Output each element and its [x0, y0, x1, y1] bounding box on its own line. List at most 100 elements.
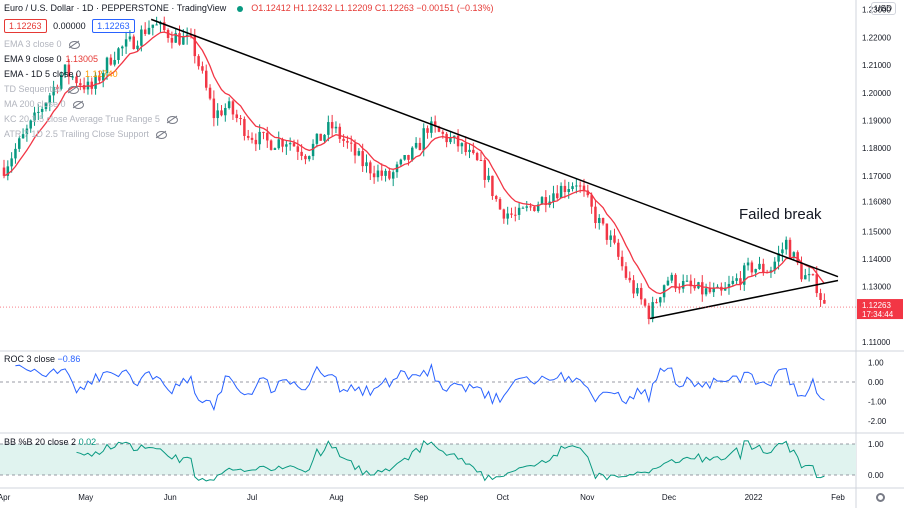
indicator-row[interactable]: EMA - 1D 5 close 0 1.12740: [4, 68, 122, 80]
candle-body: [636, 287, 639, 294]
x-tick-label: Oct: [497, 493, 510, 502]
candle-body: [792, 252, 796, 258]
bb-value: 0.02: [78, 437, 97, 447]
candle-body: [620, 256, 624, 267]
roc-value: −0.86: [57, 354, 81, 364]
candle-body: [414, 142, 418, 148]
candle-body: [258, 131, 261, 145]
buy-price-box[interactable]: 1.12263: [92, 19, 135, 33]
y-tick-label: 1.17000: [862, 172, 891, 181]
candle-body: [296, 146, 300, 152]
candle-body: [67, 64, 71, 77]
candle-body: [777, 253, 780, 262]
candle-body: [372, 173, 376, 178]
hidden-eye-icon[interactable]: [72, 100, 84, 109]
trendline: [150, 18, 839, 278]
roc-label[interactable]: ROC 3 close: [4, 354, 56, 364]
indicator-label: TD Sequential: [4, 84, 62, 94]
hidden-eye-icon[interactable]: [68, 40, 80, 49]
candle-body: [391, 172, 395, 179]
indicator-row[interactable]: TD Sequential: [4, 83, 83, 95]
candle-body: [475, 153, 479, 161]
candle-body: [800, 262, 803, 280]
candle-body: [601, 217, 605, 224]
price-boxes: 1.12263 0.00000 1.12263: [4, 19, 135, 33]
candle-body: [2, 167, 6, 176]
candle-body: [311, 143, 315, 157]
ema-line: [3, 31, 825, 295]
candle-body: [521, 207, 525, 209]
candle-body: [18, 138, 21, 149]
candle-body: [670, 274, 673, 281]
candle-body: [731, 280, 735, 284]
settings-gear-icon[interactable]: [876, 493, 885, 502]
candle-body: [288, 143, 292, 145]
candle-body: [140, 29, 143, 46]
x-tick-label: Jul: [247, 493, 257, 502]
candle-body: [235, 114, 238, 119]
y-tick-label: 1.13000: [862, 283, 891, 292]
candle-body: [609, 235, 612, 240]
indicator-label: EMA - 1D 5 close 0: [4, 69, 82, 79]
roc-tick-label: -2.00: [868, 417, 887, 426]
candle-body: [349, 142, 353, 144]
indicator-row[interactable]: EMA 3 close 0: [4, 38, 84, 50]
candle-body: [52, 86, 55, 96]
x-tick-label: Apr: [0, 493, 11, 502]
candle-body: [567, 189, 570, 193]
bb-line: [76, 439, 825, 482]
indicator-row[interactable]: KC 20 1.5 close Average True Range 5: [4, 113, 182, 125]
candle-body: [193, 34, 197, 57]
bb-label[interactable]: BB %B 20 close 2: [4, 437, 77, 447]
currency-selector[interactable]: USD: [871, 2, 896, 15]
candle-body: [536, 204, 540, 212]
candle-body: [468, 149, 471, 153]
candle-body: [250, 137, 254, 140]
candle-body: [639, 287, 643, 300]
candle-body: [796, 252, 799, 263]
hidden-eye-icon[interactable]: [68, 85, 80, 94]
candle-body: [460, 143, 464, 147]
hidden-eye-icon[interactable]: [166, 115, 178, 124]
candle-body: [708, 288, 712, 293]
candle-body: [292, 143, 296, 147]
sell-price-box[interactable]: 1.12263: [4, 19, 47, 33]
x-tick-label: Nov: [580, 493, 594, 502]
candle-body: [388, 170, 391, 179]
bb-band-fill: [0, 444, 856, 475]
candle-body: [784, 239, 788, 250]
candle-body: [277, 139, 280, 149]
candle-body: [98, 75, 101, 81]
candle-body: [632, 280, 635, 294]
hidden-eye-icon[interactable]: [155, 130, 167, 139]
candle-body: [346, 140, 349, 143]
candle-body: [315, 133, 319, 144]
indicator-row[interactable]: EMA 9 close 0 1.13005: [4, 53, 102, 65]
candle-body: [754, 269, 757, 273]
candle-body: [365, 162, 368, 167]
candle-body: [571, 186, 574, 190]
candle-body: [155, 24, 158, 26]
candle-body: [109, 57, 113, 65]
candle-body: [544, 197, 548, 205]
candle-body: [117, 48, 120, 60]
candle-body: [266, 132, 269, 141]
symbol-title[interactable]: Euro / U.S. Dollar · 1D · PEPPERSTONE · …: [4, 3, 227, 13]
candle-body: [63, 64, 67, 76]
candle-body: [506, 213, 509, 219]
candle-body: [517, 207, 521, 215]
candle-body: [605, 223, 609, 240]
candle-body: [21, 134, 25, 139]
candle-body: [494, 196, 498, 200]
x-tick-label: Dec: [662, 493, 676, 502]
candle-body: [743, 265, 746, 285]
indicator-label: KC 20 1.5 close Average True Range 5: [4, 114, 160, 124]
indicator-row[interactable]: ATR 7 1D 2.5 Trailing Close Support: [4, 128, 171, 140]
candle-body: [514, 214, 517, 216]
candle-body: [617, 242, 620, 257]
indicator-row[interactable]: MA 200 close 0: [4, 98, 88, 110]
candle-body: [189, 34, 193, 36]
candle-body: [330, 122, 334, 129]
candle-body: [433, 121, 437, 127]
